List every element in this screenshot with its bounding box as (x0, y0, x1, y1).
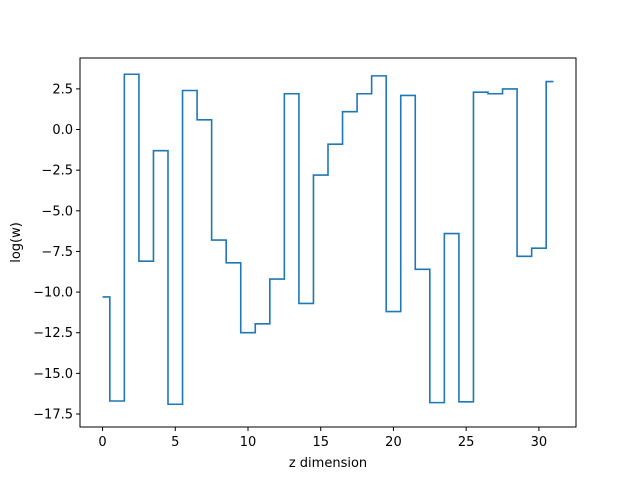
x-tick-label: 15 (312, 435, 329, 450)
axes-frame (79, 57, 577, 428)
y-tick-label: 2.5 (52, 82, 73, 97)
series-line (102, 73, 554, 406)
y-tick-label: −7.5 (41, 245, 73, 260)
x-tick-label: 30 (531, 435, 548, 450)
x-axis-label: z dimension (289, 456, 367, 471)
x-tick-label: 5 (171, 435, 179, 450)
y-tick-label: −2.5 (41, 164, 73, 179)
y-axis-label: log(w) (9, 222, 24, 263)
y-tick-label: −5.0 (41, 204, 73, 219)
y-tick-label: −15.0 (33, 367, 73, 382)
series-layer (102, 73, 554, 406)
x-tick-label: 0 (98, 435, 106, 450)
y-axis-ticks: −17.5 −15.0 −12.5 −10.0 −7.5 −5.0 −2.5 0.0 2.5 (33, 82, 80, 422)
x-tick-label: 25 (458, 435, 475, 450)
y-tick-label: −10.0 (33, 286, 73, 301)
y-tick-label: −17.5 (33, 407, 73, 422)
x-tick-label: 20 (385, 435, 402, 450)
y-tick-label: −12.5 (33, 326, 73, 341)
x-axis-ticks: 0 5 10 15 20 25 30 (98, 427, 547, 450)
y-tick-label: 0.0 (52, 123, 73, 138)
x-tick-label: 10 (240, 435, 257, 450)
